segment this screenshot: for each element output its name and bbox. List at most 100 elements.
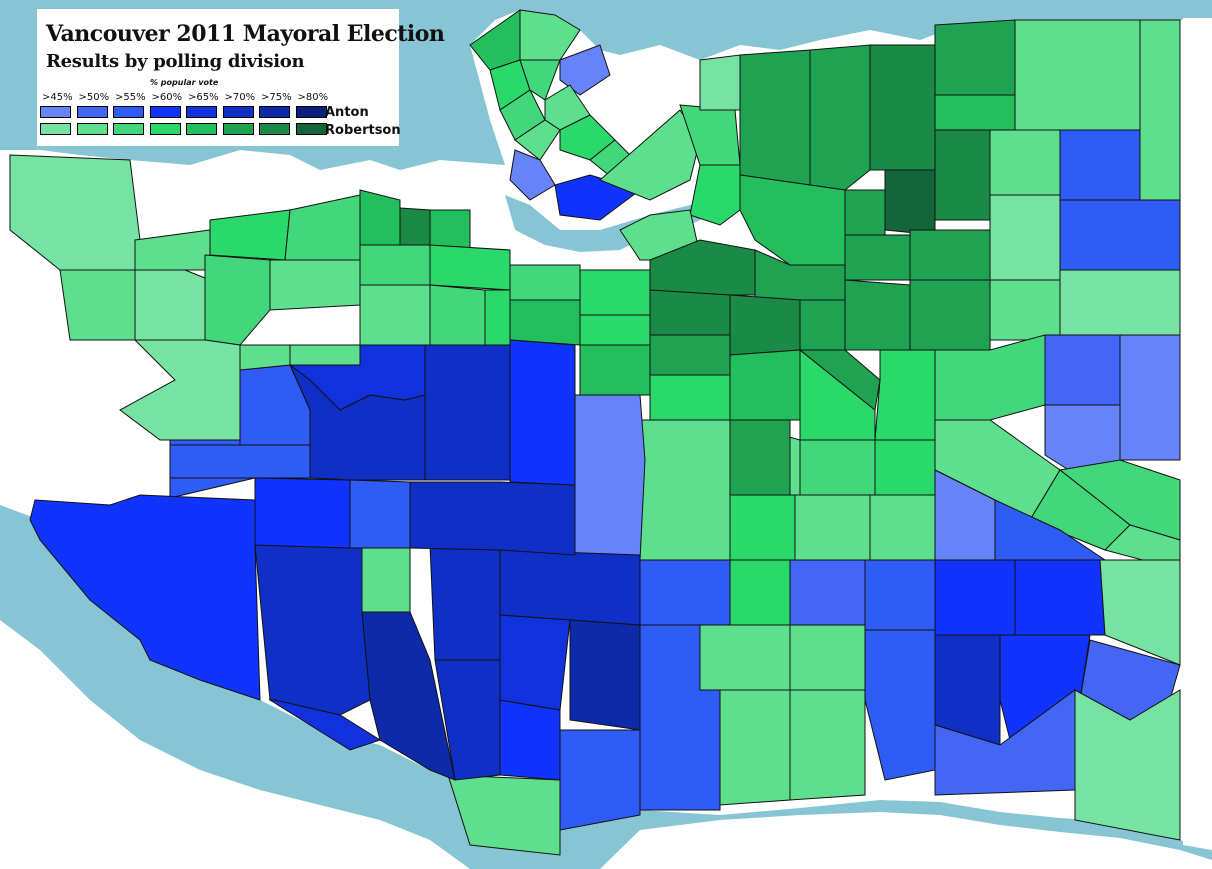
polling-division-robertson [649, 374, 731, 421]
polling-division-robertson [699, 624, 791, 691]
polling-division-robertson [789, 689, 866, 801]
polling-division-robertson [359, 244, 431, 286]
polling-division-robertson [739, 49, 811, 186]
polling-division-anton [254, 477, 351, 549]
polling-division-robertson [699, 54, 746, 111]
polling-division-anton [361, 611, 456, 781]
polling-division-robertson [794, 494, 871, 561]
mitchell-island-land [600, 812, 1212, 869]
polling-division-robertson [134, 269, 211, 341]
polling-division-anton [1119, 334, 1181, 461]
map-title: Vancouver 2011 Mayoral Election [46, 21, 445, 47]
legend-bin-label: >50% [78, 92, 110, 103]
polling-division-anton [29, 494, 261, 701]
polling-division-robertson [869, 494, 936, 561]
polling-division-anton [349, 479, 411, 549]
legend-bin-label: >55% [115, 92, 146, 103]
polling-division-robertson [799, 439, 876, 496]
polling-division-robertson [484, 289, 511, 346]
polling-division-robertson [399, 207, 431, 246]
polling-division-anton [574, 394, 646, 561]
polling-division-robertson [934, 19, 1016, 96]
legend-swatch-anton [295, 106, 327, 118]
legend-swatch-anton [259, 106, 290, 118]
polling-division-robertson [429, 284, 486, 346]
polling-division-robertson [629, 419, 731, 561]
polling-division-anton [409, 481, 576, 556]
polling-division-robertson [729, 559, 791, 626]
legend-bin-label: >75% [261, 92, 292, 103]
polling-division-robertson [1059, 269, 1181, 341]
polling-division-anton [509, 149, 556, 201]
polling-division-robertson [844, 234, 911, 281]
polling-division-robertson [934, 94, 1016, 131]
polling-division-robertson [519, 9, 581, 61]
legend-swatch-anton [40, 106, 71, 118]
legend-caption: % popular vote [150, 78, 219, 87]
polling-division-anton [1014, 559, 1106, 636]
legend-swatch-robertson [40, 123, 71, 135]
polling-division-anton [934, 559, 1016, 636]
polling-division-robertson [844, 189, 886, 241]
polling-division-anton [429, 544, 501, 661]
polling-division-anton [569, 619, 641, 731]
polling-division-anton [864, 559, 936, 631]
polling-division-robertson [579, 344, 651, 396]
polling-division-robertson [1139, 19, 1181, 201]
polling-division-robertson [689, 164, 741, 226]
polling-division-robertson [579, 269, 651, 316]
legend-bin-label: >80% [297, 92, 329, 103]
polling-division-robertson [359, 189, 401, 246]
polling-divisions [9, 9, 1181, 856]
polling-division-robertson [361, 547, 411, 613]
polling-division-anton [639, 559, 731, 626]
polling-division-robertson [119, 339, 241, 441]
polling-division-robertson [239, 344, 291, 371]
legend-swatch-anton [186, 106, 217, 118]
polling-division-anton [1059, 129, 1141, 201]
polling-division-anton [499, 549, 641, 626]
polling-division-robertson [134, 229, 211, 271]
polling-division-robertson [649, 334, 731, 376]
polling-division-robertson [874, 349, 936, 441]
legend-bin-label: >70% [224, 92, 256, 103]
polling-division-robertson [729, 419, 791, 496]
polling-division-robertson [429, 209, 471, 251]
polling-division-robertson [844, 279, 911, 351]
polling-division-robertson [204, 254, 271, 346]
polling-division-anton [559, 729, 641, 831]
polling-division-robertson [989, 129, 1061, 196]
legend-swatch-robertson [259, 123, 290, 135]
polling-division-robertson [1014, 19, 1141, 131]
burnaby-land [1183, 18, 1212, 850]
legend-swatch-anton [76, 106, 108, 118]
polling-division-robertson [729, 294, 801, 356]
fraser-river-water [0, 505, 1212, 869]
legend-swatch-robertson [222, 123, 254, 135]
legend-swatch-robertson [113, 123, 144, 135]
polling-division-robertson [909, 279, 991, 351]
polling-division-robertson [284, 194, 361, 261]
polling-division-robertson [509, 264, 581, 301]
polling-division-robertson [799, 299, 846, 351]
legend-swatch-robertson [186, 123, 217, 135]
polling-division-robertson [989, 194, 1061, 281]
polling-division-robertson [909, 229, 991, 281]
polling-division-anton [254, 544, 371, 716]
polling-division-robertson [649, 289, 731, 336]
polling-division-robertson [934, 129, 991, 221]
polling-division-robertson [789, 624, 866, 691]
polling-division-robertson [359, 284, 431, 346]
polling-division-robertson [579, 314, 651, 346]
polling-division-anton [499, 699, 561, 781]
legend-bin-label: >60% [151, 92, 183, 103]
legend-swatch-anton [222, 106, 254, 118]
polling-division-anton [268, 699, 382, 751]
polling-division-anton [434, 659, 501, 781]
polling-division-anton [499, 614, 571, 711]
legend-bin-label: >65% [188, 92, 219, 103]
map-subtitle: Results by polling division [46, 51, 305, 72]
polling-division-robertson [9, 154, 141, 271]
